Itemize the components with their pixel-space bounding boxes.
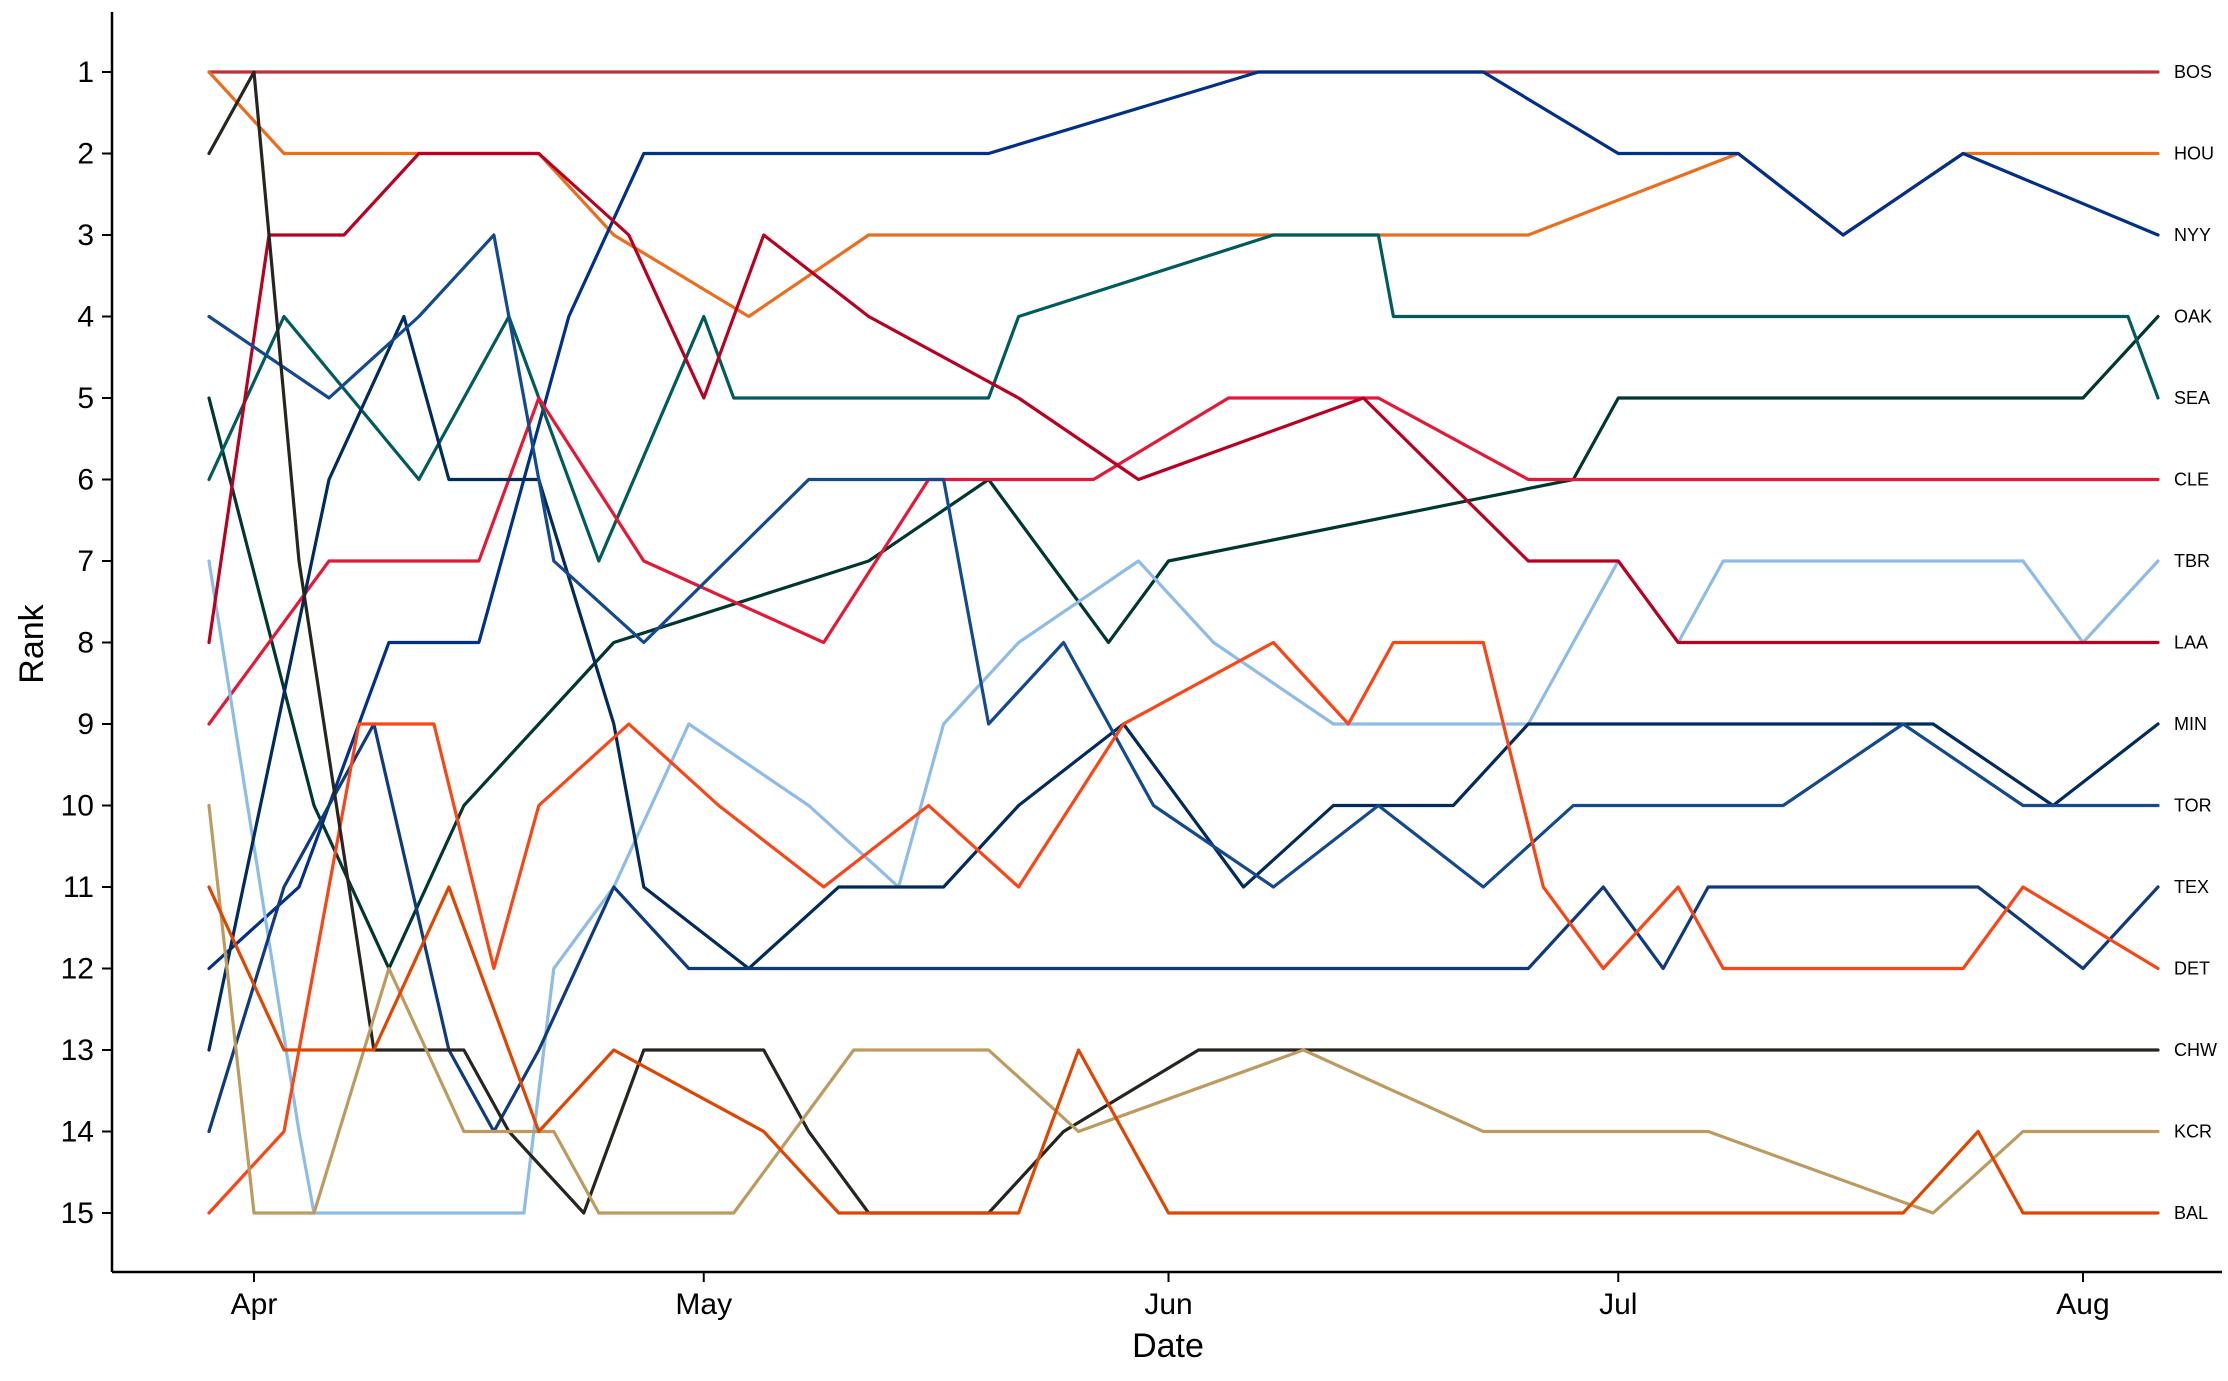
x-tick-label: May [675,1288,732,1321]
series-line-det [207,640,2160,1215]
y-tick-label: 9 [77,708,94,741]
series-line-nyy [207,70,2160,971]
series-label-bos: BOS [2174,62,2212,82]
series-line-chw [207,70,2160,1215]
series-label-kcr: KCR [2174,1122,2212,1142]
series-label-bal: BAL [2174,1203,2208,1223]
y-tick-label: 6 [77,464,94,497]
series-label-det: DET [2174,959,2210,979]
series-label-min: MIN [2174,714,2207,734]
series-label-tex: TEX [2174,877,2209,897]
labels-layer: BOS HOU NYY OAK SEA CLE TBR LAA MIN TOR TEX DET CHW K… [2174,62,2217,1223]
y-tick-label: 2 [77,138,94,171]
series-line-tex [207,722,2160,1134]
x-axis-title: Date [1132,1327,1204,1365]
y-tick-label: 3 [77,219,94,252]
series-line-min [207,314,2160,1052]
y-tick-label: 13 [61,1034,94,1067]
series-line-kcr [207,803,2160,1215]
y-tick-label: 15 [61,1197,94,1230]
series-line-sea [207,233,2160,563]
x-tick-label: Aug [2056,1288,2109,1321]
y-tick-label: 1 [77,56,94,89]
series-line-bal [207,885,2160,1215]
y-tick-label: 5 [77,382,94,415]
x-tick-label: Apr [231,1288,278,1321]
series-label-nyy: NYY [2174,225,2211,245]
y-tick-label: 4 [77,301,94,334]
series-label-chw: CHW [2174,1040,2217,1060]
series-line-laa [207,151,2160,645]
series-label-tor: TOR [2174,796,2212,816]
series-layer [207,70,2160,1215]
x-tick-label: Jul [1599,1288,1637,1321]
y-tick-label: 7 [77,545,94,578]
y-tick-label: 14 [61,1116,94,1149]
y-tick-label: 10 [61,790,94,823]
series-label-laa: LAA [2174,633,2208,653]
series-line-tor [207,233,2160,889]
series-label-cle: CLE [2174,470,2209,490]
y-axis-title: Rank [13,603,51,683]
x-tick-label: Jun [1144,1288,1192,1321]
y-tick-label: 12 [61,953,94,986]
series-label-tbr: TBR [2174,551,2210,571]
y-tick-label: 8 [77,627,94,660]
y-tick-label: 11 [63,871,94,904]
series-label-hou: HOU [2174,144,2214,164]
series-label-sea: SEA [2174,388,2210,408]
series-label-oak: OAK [2174,307,2212,327]
